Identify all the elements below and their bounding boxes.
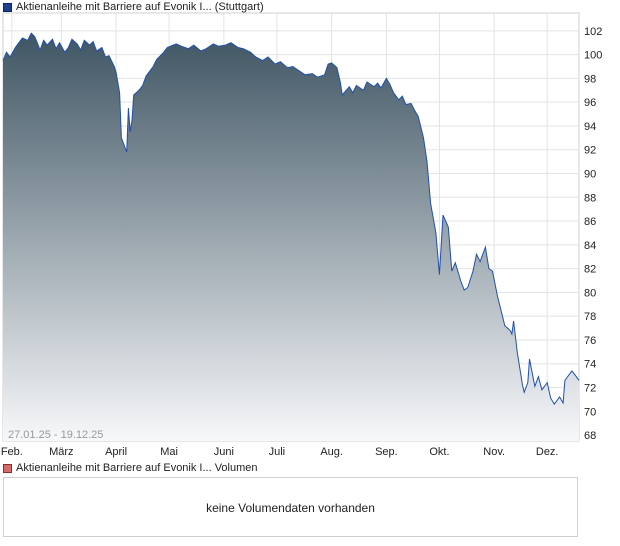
price-chart: 68 70 72 74 76 78 80 82 84 86 88 90 92 94 96 98 100 102 F… <box>1 12 602 458</box>
y-tick-label: 82 <box>584 264 596 276</box>
y-tick-label: 72 <box>584 383 596 395</box>
x-tick-label: Nov. <box>483 446 505 458</box>
no-volume-message: keine Volumendaten vorhanden <box>206 501 375 515</box>
y-axis: 68 70 72 74 76 78 80 82 84 86 88 90 92 94 96 98 100 102 <box>584 26 602 442</box>
price-legend-swatch <box>3 3 12 12</box>
price-area <box>3 33 579 441</box>
volume-panel: keine Volumendaten vorhanden <box>3 477 578 537</box>
y-tick-label: 70 <box>584 406 596 418</box>
x-tick-label: Sep. <box>375 446 398 458</box>
price-legend: Aktienanleihe mit Barriere auf Evonik I.… <box>3 1 264 14</box>
y-tick-label: 90 <box>584 169 596 181</box>
x-tick-label: Feb. <box>1 446 23 458</box>
y-tick-label: 84 <box>584 240 596 252</box>
x-tick-label: Dez. <box>536 446 559 458</box>
y-tick-label: 92 <box>584 145 596 157</box>
y-tick-label: 102 <box>584 26 602 38</box>
y-tick-label: 94 <box>584 121 596 133</box>
y-tick-label: 74 <box>584 359 596 371</box>
date-range-label: 27.01.25 - 19.12.25 <box>8 429 103 441</box>
x-tick-label: Okt. <box>429 446 449 458</box>
volume-legend-label: Aktienanleihe mit Barriere auf Evonik I.… <box>16 462 258 474</box>
volume-legend: Aktienanleihe mit Barriere auf Evonik I.… <box>3 462 258 475</box>
price-line <box>2 32 580 405</box>
y-tick-label: 98 <box>584 73 596 85</box>
x-tick-label: Juni <box>214 446 234 458</box>
x-axis: Feb. März April Mai Juni Juli Aug. Sep. Okt. Nov.… <box>1 446 559 458</box>
price-legend-label: Aktienanleihe mit Barriere auf Evonik I.… <box>16 1 264 13</box>
y-tick-label: 76 <box>584 335 596 347</box>
y-tick-label: 68 <box>584 430 596 442</box>
y-tick-label: 78 <box>584 311 596 323</box>
x-tick-label: April <box>105 446 127 458</box>
x-tick-label: Juli <box>269 446 286 458</box>
x-tick-label: Aug. <box>320 446 343 458</box>
y-tick-label: 96 <box>584 97 596 109</box>
y-tick-label: 88 <box>584 192 596 204</box>
x-tick-label: Mai <box>160 446 178 458</box>
y-tick-label: 80 <box>584 287 596 299</box>
volume-legend-swatch <box>3 464 12 473</box>
y-tick-label: 100 <box>584 50 602 62</box>
y-tick-label: 86 <box>584 216 596 228</box>
x-tick-label: März <box>49 446 73 458</box>
